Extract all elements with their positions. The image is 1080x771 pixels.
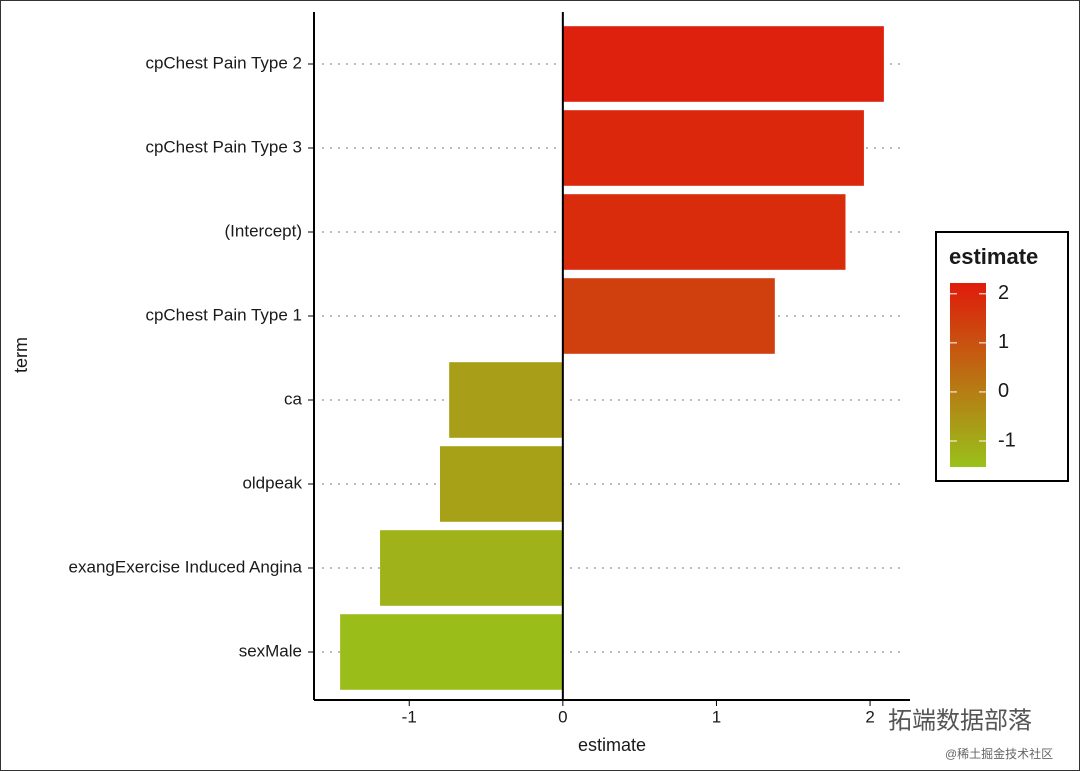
bar [340,614,563,690]
y-axis-title: term [11,337,31,373]
x-tick-label: 1 [712,707,721,726]
watermark-sub: @稀土掘金技术社区 [945,746,1053,761]
x-tick-label: 2 [865,707,874,726]
legend-title: estimate [949,244,1038,269]
colorbar [950,283,986,467]
bar [562,278,775,354]
legend-tick-label: 2 [998,282,1009,304]
y-tick-label: (Intercept) [225,221,302,240]
y-tick-label: exangExercise Induced Angina [69,557,303,576]
y-tick-label: cpChest Pain Type 2 [145,53,302,72]
x-tick-label: -1 [402,707,417,726]
legend-tick-label: 0 [998,380,1009,402]
y-tick-label: oldpeak [242,473,302,492]
legend-tick-label: -1 [998,429,1016,451]
x-tick-label: 0 [558,707,567,726]
y-tick-label: cpChest Pain Type 1 [145,305,302,324]
bar [562,110,864,186]
bar [562,26,884,102]
bar [449,362,563,438]
bar [439,446,563,522]
legend-tick-label: 1 [998,331,1009,353]
y-tick-label: cpChest Pain Type 3 [145,137,302,156]
watermark: 拓端数据部落 [888,707,1032,734]
y-tick-label: ca [284,389,303,408]
y-tick-label: sexMale [239,641,302,660]
x-axis-title: estimate [578,735,646,755]
bar [562,194,846,270]
bar [380,530,563,606]
